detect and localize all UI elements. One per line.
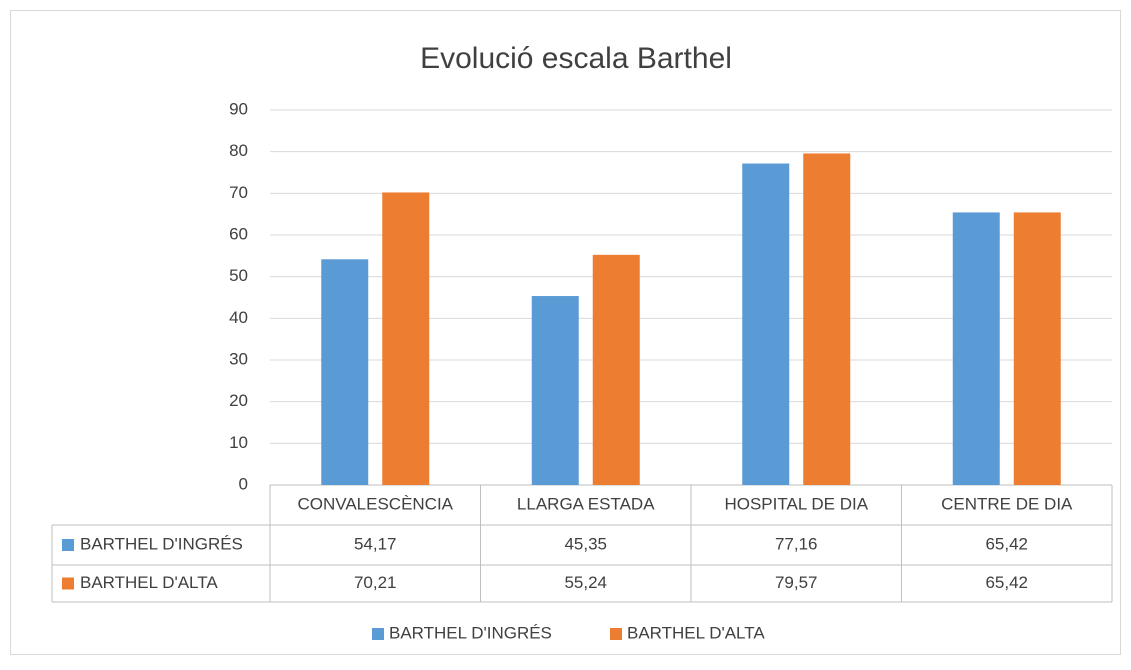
y-tick-label: 50 xyxy=(229,266,248,285)
table-legend-key xyxy=(62,577,74,590)
chart-title: Evolució escala Barthel xyxy=(420,42,732,75)
table-value: 55,24 xyxy=(564,573,607,592)
table-value: 79,57 xyxy=(775,573,818,592)
y-tick-label: 90 xyxy=(229,99,248,118)
bar xyxy=(952,212,1000,485)
y-tick-label: 60 xyxy=(229,224,248,243)
table-series-name: BARTHEL D'INGRÉS xyxy=(80,534,243,553)
bar xyxy=(1013,212,1061,485)
x-tick-label: CENTRE DE DIA xyxy=(941,494,1073,513)
legend-key xyxy=(372,628,384,640)
bar xyxy=(592,254,640,485)
bar xyxy=(531,296,579,485)
table-series-name: BARTHEL D'ALTA xyxy=(80,573,218,592)
y-tick-label: 10 xyxy=(229,433,248,452)
table-value: 54,17 xyxy=(354,534,397,553)
y-tick-label: 70 xyxy=(229,183,248,202)
bar xyxy=(321,259,369,485)
bar xyxy=(803,153,851,486)
bar xyxy=(742,163,790,485)
y-tick-label: 40 xyxy=(229,308,248,327)
y-tick-label: 80 xyxy=(229,141,248,160)
table-value: 77,16 xyxy=(775,534,818,553)
table-value: 65,42 xyxy=(985,534,1028,553)
legend-label: BARTHEL D'ALTA xyxy=(627,623,765,642)
x-tick-label: CONVALESCÈNCIA xyxy=(297,494,453,513)
table-value: 70,21 xyxy=(354,573,397,592)
x-tick-label: LLARGA ESTADA xyxy=(517,494,655,513)
legend-key xyxy=(610,628,622,640)
x-tick-label: HOSPITAL DE DIA xyxy=(724,494,868,513)
table-legend-key xyxy=(62,539,74,551)
y-tick-label: 0 xyxy=(239,474,248,493)
bar xyxy=(382,192,430,486)
y-tick-label: 30 xyxy=(229,349,248,368)
y-tick-label: 20 xyxy=(229,391,248,410)
legend-label: BARTHEL D'INGRÉS xyxy=(389,623,552,642)
table-value: 45,35 xyxy=(564,534,607,553)
table-value: 65,42 xyxy=(985,573,1028,592)
